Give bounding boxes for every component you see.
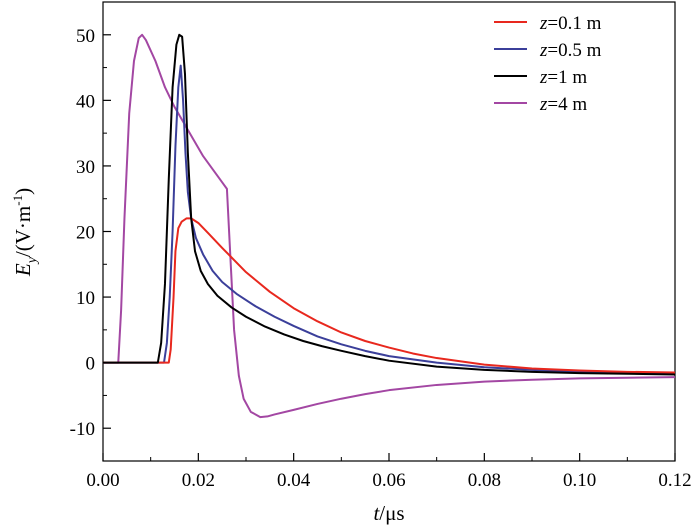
- y-tick-label: -10: [70, 419, 95, 440]
- y-tick-label: 30: [76, 157, 95, 178]
- y-tick-label: 40: [76, 91, 95, 112]
- y-axis-label: Ey/(V·m-1): [10, 188, 40, 277]
- x-tick-label: 0.02: [182, 470, 215, 491]
- y-tick-label: 0: [86, 354, 96, 375]
- axis-ticks: 0.00 0.02 0.04 0.06 0.08 0.10 0.12 -10 0 10 20 30 40…: [70, 26, 692, 491]
- plot-frame: [102, 1, 676, 462]
- series-line-2: [103, 33, 676, 376]
- x-tick-label: 0.00: [86, 470, 119, 491]
- y-tick-label: 10: [76, 288, 95, 309]
- series-line-3: [103, 33, 676, 419]
- y-tick-label: 20: [76, 223, 95, 244]
- series-lines: [103, 33, 676, 419]
- legend-label: z=1 m: [539, 67, 587, 88]
- x-axis-label: t/μs: [373, 501, 404, 525]
- x-tick-label: 0.08: [468, 470, 501, 491]
- x-tick-label: 0.12: [658, 470, 691, 491]
- legend-label: z=4 m: [539, 94, 587, 115]
- legend-label: z=0.5 m: [539, 40, 602, 61]
- series-line-1: [103, 64, 676, 375]
- legend: z=0.1 m z=0.5 m z=1 m z=4 m: [494, 13, 602, 115]
- y-tick-label: 50: [76, 26, 95, 47]
- x-tick-label: 0.10: [563, 470, 596, 491]
- x-tick-label: 0.06: [372, 470, 405, 491]
- legend-label: z=0.1 m: [539, 13, 602, 34]
- series-line-0: [103, 217, 676, 374]
- x-tick-label: 0.04: [277, 470, 311, 491]
